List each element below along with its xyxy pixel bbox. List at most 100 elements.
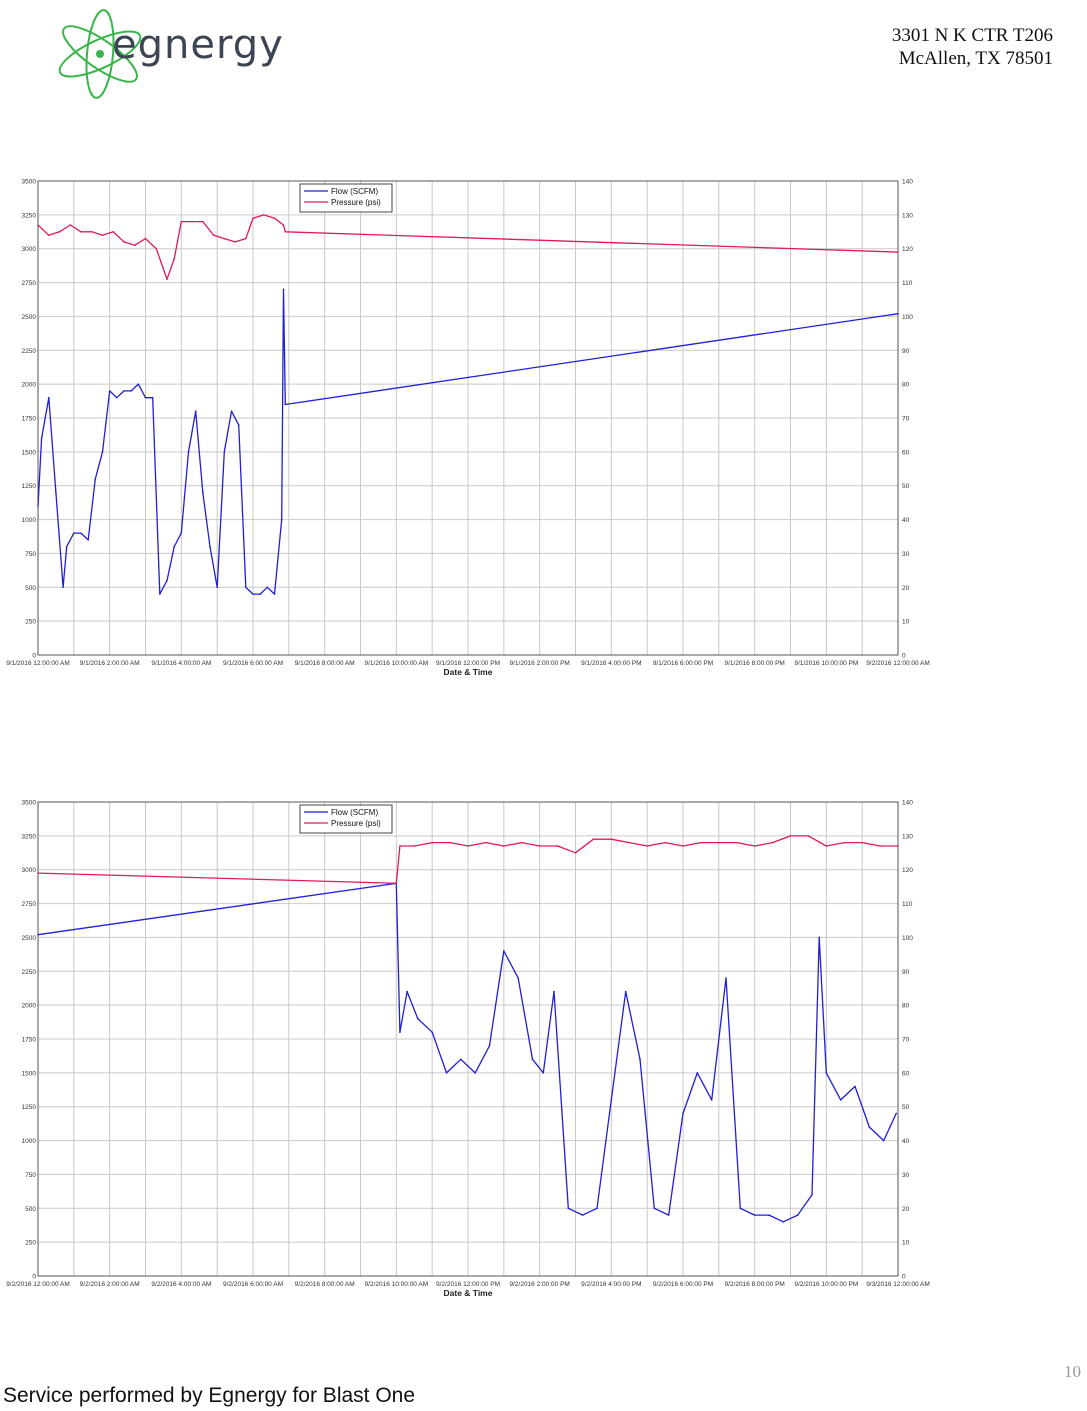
- data-point-flow: [194, 410, 197, 413]
- data-point-pressure: [538, 845, 541, 847]
- plot-frame: [37, 180, 899, 656]
- data-point-flow: [280, 518, 283, 521]
- data-point-flow: [818, 936, 820, 939]
- x-axis-label: Date & Time: [444, 1288, 493, 1298]
- x-tick-label: 9/2/2016 2:00:00 PM: [509, 1281, 569, 1288]
- data-point-pressure: [682, 845, 684, 847]
- data-point-pressure: [807, 835, 810, 837]
- y-right-tick-label: 30: [902, 1172, 910, 1179]
- data-point-pressure: [273, 217, 276, 220]
- y-right-tick-label: 10: [902, 1240, 910, 1247]
- x-tick-label: 9/2/2016 8:00:00 AM: [295, 1281, 355, 1288]
- y-right-tick-label: 20: [902, 585, 910, 592]
- data-point-flow: [488, 1044, 491, 1047]
- data-point-pressure: [592, 838, 595, 841]
- data-point-pressure: [879, 845, 881, 847]
- chart-sept-1: 0 250 500 750 1000 1250 1500 1750 2000 2250 2500 27…: [0, 170, 940, 690]
- y-left-tick-label: 1250: [22, 1104, 37, 1111]
- data-point-flow: [882, 1139, 885, 1142]
- y-right-tick-label: 100: [902, 935, 913, 942]
- data-point-flow: [230, 410, 233, 413]
- x-tick-label: 9/2/2016 4:00:00 PM: [581, 1281, 641, 1288]
- data-point-flow: [94, 478, 97, 480]
- data-point-pressure: [80, 230, 82, 233]
- x-tick-label: 9/2/2016 6:00:00 PM: [653, 1281, 713, 1288]
- data-point-flow: [245, 586, 247, 589]
- data-point-flow: [282, 288, 285, 291]
- x-tick-label: 9/2/2016 12:00:00 PM: [436, 1281, 500, 1288]
- y-left-tick-label: 3250: [22, 833, 37, 840]
- legend-entry-label: Flow (SCFM): [331, 187, 378, 196]
- data-point-flow: [406, 990, 408, 993]
- y-left-tick-label: 2750: [22, 901, 37, 908]
- y-right-tick-label: 130: [902, 833, 913, 840]
- y-right-tick-label: 90: [902, 969, 910, 976]
- legend-entry-label: Pressure (psi): [331, 819, 381, 828]
- data-point-flow: [101, 451, 104, 453]
- data-point-flow: [653, 1207, 656, 1210]
- x-tick-label: 9/2/2016 2:00:00 AM: [80, 1281, 140, 1288]
- data-point-flow: [531, 1058, 534, 1061]
- address-line-2: McAllen, TX 78501: [898, 48, 1053, 69]
- data-point-flow: [151, 396, 154, 399]
- data-point-flow: [753, 1214, 756, 1216]
- y-right-tick-label: 70: [902, 416, 910, 423]
- data-point-flow: [123, 390, 125, 392]
- data-point-pressure: [58, 230, 61, 233]
- data-point-pressure: [37, 872, 39, 874]
- footer-text: Service performed by Egnergy for Blast O…: [3, 1384, 416, 1407]
- data-point-pressure: [284, 230, 287, 233]
- atom-logo-icon: [58, 9, 142, 99]
- data-point-flow: [811, 1193, 813, 1196]
- y-right-tick-label: 40: [902, 1138, 910, 1145]
- x-tick-label: 9/1/2016 2:00:00 PM: [509, 660, 569, 667]
- y-left-tick-label: 1250: [22, 483, 37, 490]
- y-right-tick-label: 110: [902, 901, 913, 908]
- y-right-tick-label: 70: [902, 1037, 910, 1044]
- y-left-tick-label: 750: [25, 551, 36, 558]
- y-right-tick-label: 130: [902, 212, 913, 219]
- data-point-flow: [187, 451, 190, 453]
- data-point-flow: [144, 396, 147, 399]
- data-point-pressure: [753, 845, 756, 847]
- data-point-pressure: [897, 251, 899, 253]
- data-point-flow: [130, 390, 132, 392]
- data-point-flow: [567, 1207, 570, 1210]
- y-left-tick-label: 2250: [22, 348, 37, 355]
- y-left-tick-label: 1750: [22, 1037, 37, 1044]
- data-point-pressure: [101, 234, 104, 236]
- data-point-flow: [80, 532, 82, 534]
- data-point-flow: [610, 1099, 613, 1101]
- data-point-flow: [55, 491, 57, 494]
- data-point-flow: [259, 593, 261, 595]
- data-point-pressure: [191, 220, 193, 223]
- data-point-flow: [40, 437, 43, 440]
- data-point-pressure: [262, 214, 265, 216]
- y-right-tick-label: 10: [902, 619, 910, 626]
- data-point-pressure: [825, 845, 828, 847]
- y-left-tick-label: 0: [32, 653, 36, 660]
- y-right-tick-label: 120: [902, 246, 913, 253]
- data-point-pressure: [771, 841, 774, 844]
- x-tick-label: 9/1/2016 4:00:00 AM: [151, 660, 211, 667]
- x-tick-label: 9/2/2016 12:00:00 AM: [6, 1281, 70, 1288]
- data-point-flow: [897, 312, 899, 315]
- x-tick-label: 9/1/2016 4:00:00 PM: [581, 660, 641, 667]
- data-point-flow: [854, 1085, 856, 1088]
- data-point-flow: [273, 593, 276, 595]
- data-point-flow: [553, 990, 555, 993]
- data-point-pressure: [282, 224, 285, 226]
- data-point-pressure: [413, 845, 416, 847]
- data-point-pressure: [180, 220, 183, 223]
- data-point-pressure: [123, 241, 125, 243]
- y-left-tick-label: 3000: [22, 867, 37, 874]
- y-right-tick-label: 140: [902, 800, 913, 807]
- data-point-flow: [542, 1072, 545, 1074]
- y-left-tick-label: 2250: [22, 969, 37, 976]
- y-left-tick-label: 0: [32, 1274, 36, 1281]
- y-right-tick-label: 140: [902, 179, 913, 186]
- data-point-pressure: [843, 841, 846, 844]
- data-point-pressure: [449, 841, 451, 844]
- company-logo: egnergy: [50, 2, 290, 106]
- data-point-flow: [682, 1112, 684, 1115]
